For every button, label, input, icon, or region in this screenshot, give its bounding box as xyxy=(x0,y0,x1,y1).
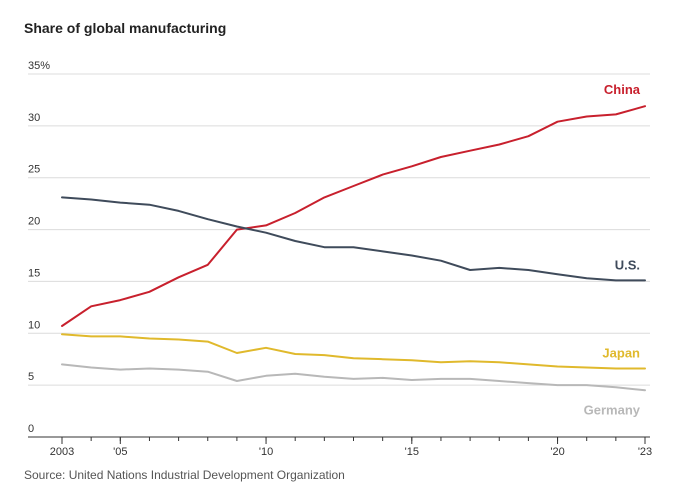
series-line-us xyxy=(61,196,646,282)
series-label-japan: Japan xyxy=(602,346,640,361)
series-line-china xyxy=(61,105,646,327)
y-axis-ticks: 0 5 10 15 20 25 30 35% xyxy=(28,60,50,435)
x-tick-label: '15 xyxy=(405,446,419,458)
series-label-china: China xyxy=(604,82,641,97)
series-lines xyxy=(61,105,646,392)
series-line-japan xyxy=(61,333,646,370)
grid-lines xyxy=(28,73,650,386)
y-tick-label: 30 xyxy=(28,112,40,124)
y-tick-label: 20 xyxy=(28,216,40,228)
chart-title: Share of global manufacturing xyxy=(24,20,227,36)
x-tick-label: '10 xyxy=(259,446,273,458)
y-tick-label: 5 xyxy=(28,371,34,383)
series-labels: China U.S. Japan Germany xyxy=(584,82,641,417)
y-tick-label: 10 xyxy=(28,319,40,331)
series-line-germany xyxy=(61,363,646,392)
y-tick-label: 35% xyxy=(28,60,50,72)
y-tick-label: 0 xyxy=(28,423,34,435)
x-tick-label: 2003 xyxy=(50,446,74,458)
x-tick-label: '05 xyxy=(113,446,127,458)
source-note: Source: United Nations Industrial Develo… xyxy=(24,468,345,482)
y-tick-label: 15 xyxy=(28,267,40,279)
series-label-us: U.S. xyxy=(615,257,640,272)
y-tick-label: 25 xyxy=(28,164,40,176)
x-tick-label: '23 xyxy=(638,446,652,458)
series-label-germany: Germany xyxy=(584,402,641,417)
x-tick-label: '20 xyxy=(550,446,564,458)
x-axis: 2003 '05 '10 '15 '20 '23 xyxy=(28,436,652,458)
